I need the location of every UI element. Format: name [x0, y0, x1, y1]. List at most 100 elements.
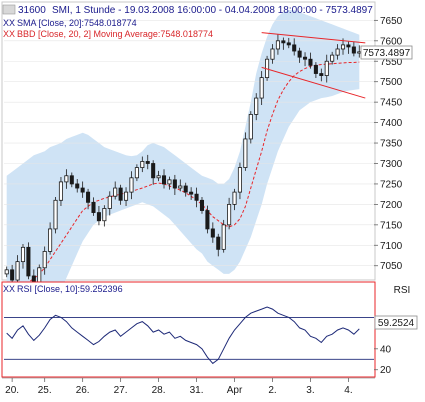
rsi-legend: RSI [Close, 10]:59.252396: [17, 284, 123, 294]
candle: [330, 51, 335, 65]
candle-body-down: [346, 44, 351, 48]
candle: [183, 182, 188, 197]
candle-body-up: [357, 51, 362, 54]
candle: [151, 160, 156, 185]
x-tick-label: Apr: [227, 385, 243, 396]
candle-body-down: [10, 269, 15, 281]
candle-body-down: [172, 179, 177, 189]
candle-body-down: [161, 175, 167, 185]
candle: [243, 132, 248, 171]
candle: [91, 197, 96, 216]
candle-body-up: [259, 77, 264, 99]
candle-body-down: [183, 185, 188, 193]
candle-body-up: [42, 251, 47, 269]
candle: [102, 205, 107, 227]
candle-body-up: [232, 191, 237, 205]
candle-body-up: [335, 48, 340, 56]
candle: [297, 47, 302, 63]
candle: [86, 188, 91, 210]
candle-body-down: [286, 42, 291, 46]
candle: [145, 154, 150, 170]
candle: [48, 222, 53, 255]
rsi-value-tag: 59.2524: [378, 318, 415, 329]
candle-body-down: [91, 201, 96, 213]
channel-upper-line: [261, 32, 366, 44]
trend-channel: [261, 32, 366, 99]
candle-body-down: [75, 183, 80, 189]
candle: [259, 71, 264, 106]
candle-body-up: [248, 114, 253, 140]
candle: [270, 44, 275, 64]
candle-body-up: [243, 138, 248, 168]
candle-body-down: [80, 187, 85, 193]
last-price-tag: 7573.4897: [363, 48, 411, 59]
rsi-value-tag-bg: [374, 315, 418, 330]
x-tick-label: 4.: [344, 385, 352, 396]
candle-body-up: [156, 175, 161, 179]
x-tick-label: 25.: [38, 385, 52, 396]
candle: [351, 42, 356, 57]
bbd-legend: BBD [Close, 20, 2] Moving Average:7548.0…: [17, 29, 213, 39]
candle: [42, 246, 47, 275]
candle-body-up: [237, 167, 242, 193]
candle: [15, 255, 20, 286]
candle-body-down: [194, 193, 199, 201]
candle: [227, 197, 232, 230]
price-y-axis: 7050 7100 7150 7200 7250 7300 7350 7400 7450 7500…: [374, 16, 403, 272]
candle-body-down: [199, 199, 205, 211]
bollinger-band-area: [6, 10, 360, 328]
candle-body-up: [330, 54, 335, 62]
candle: [118, 184, 123, 205]
bbd-legend-xx: XX: [3, 29, 15, 39]
candle-body-down: [151, 163, 156, 179]
candle-body-up: [107, 195, 112, 209]
candle-body-down: [96, 212, 101, 222]
candle: [129, 171, 134, 200]
candle: [205, 205, 210, 234]
candle-body-down: [303, 56, 308, 60]
sma-legend: SMA [Close, 20]:7548.018774: [17, 18, 137, 28]
candle: [237, 162, 242, 200]
candle: [292, 38, 297, 56]
candle: [64, 169, 69, 189]
candle: [161, 169, 167, 189]
candle-body-up: [221, 224, 226, 250]
candle: [156, 170, 161, 182]
price-tick-label: 7300: [380, 159, 403, 170]
candle-body-up: [113, 187, 118, 197]
candle: [80, 181, 85, 198]
price-tick-label: 7250: [380, 179, 403, 190]
candle: [335, 44, 340, 60]
x-tick-label: 27.: [114, 385, 128, 396]
candle: [178, 179, 183, 192]
candle: [26, 242, 31, 280]
candle-body-down: [189, 191, 194, 195]
price-tick-label: 7100: [380, 241, 403, 252]
candle: [308, 52, 313, 69]
candle: [275, 34, 280, 55]
time-x-axis: 20. 25. 26. 27. 28. 31. Apr 2. 3. 4.: [2, 377, 375, 396]
candle: [53, 197, 58, 234]
candle: [286, 37, 291, 49]
x-tick-label: 2.: [268, 385, 276, 396]
price-gridlines: [4, 20, 374, 267]
candle-body-down: [351, 46, 356, 54]
candle: [232, 188, 237, 211]
price-tick-label: 7200: [380, 200, 403, 211]
candle-body-down: [281, 40, 286, 44]
candle: [194, 187, 199, 208]
price-tick-label: 7450: [380, 98, 403, 109]
candle-body-up: [140, 161, 145, 168]
price-tick-label: 7500: [380, 77, 403, 88]
candle: [324, 54, 329, 83]
candle: [189, 187, 194, 200]
candle: [69, 172, 74, 188]
candle-body-down: [118, 187, 123, 201]
candle-body-up: [227, 203, 232, 226]
candle-body-up: [124, 191, 129, 201]
candle-body-down: [313, 64, 318, 74]
title-badge: [2, 4, 16, 15]
price-tick-label: 7350: [380, 139, 403, 150]
candle-body-up: [4, 269, 9, 275]
